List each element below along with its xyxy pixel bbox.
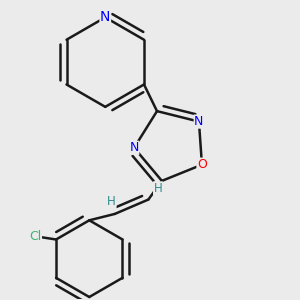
Text: Cl: Cl	[29, 230, 41, 243]
Text: N: N	[194, 115, 204, 128]
Text: H: H	[154, 182, 162, 195]
Text: O: O	[197, 158, 207, 171]
Text: N: N	[100, 11, 110, 24]
Text: H: H	[107, 195, 116, 208]
Text: N: N	[129, 141, 139, 154]
